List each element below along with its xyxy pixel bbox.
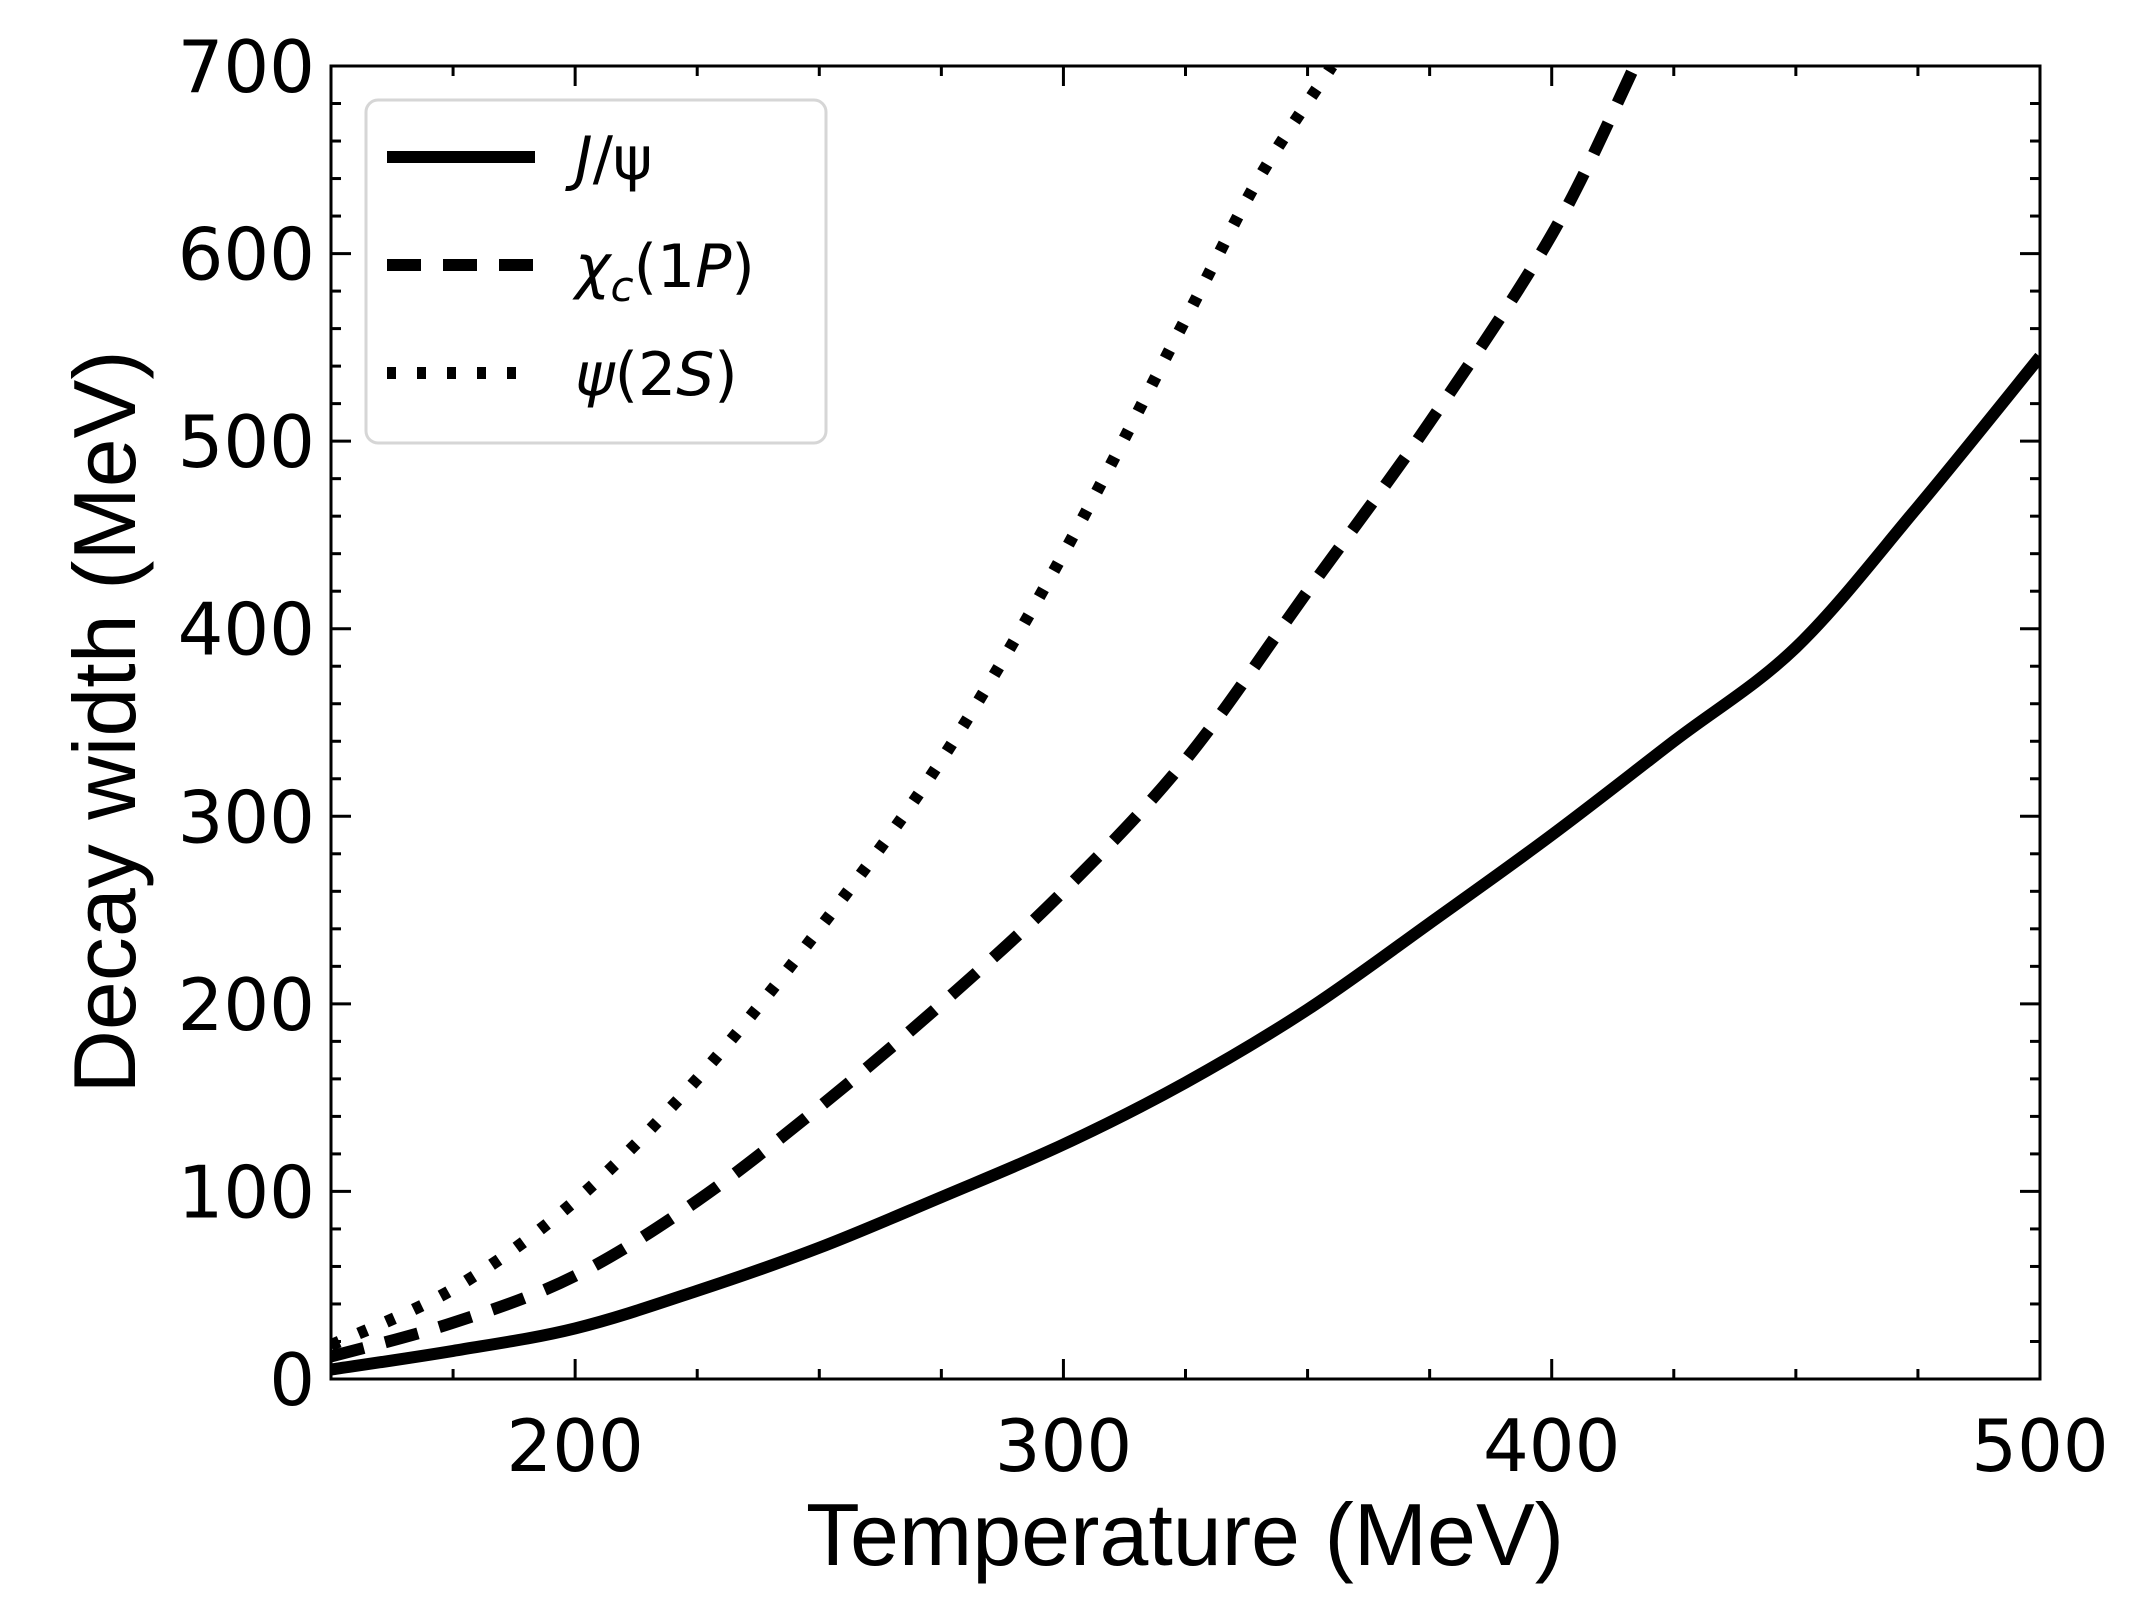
y-tick-label-100: 100: [178, 1150, 315, 1234]
y-axis-title: Decay width (MeV): [55, 350, 154, 1093]
series-line-2: [331, 66, 1641, 1363]
y-tick-label-500: 500: [178, 400, 315, 484]
y-tick-label-300: 300: [178, 775, 315, 859]
legend-label-1: J/ψ: [565, 124, 653, 194]
series-group: [331, 66, 2040, 1376]
x-axis-title: Temperature (MeV): [806, 1485, 1564, 1584]
y-tick-label-400: 400: [178, 588, 315, 672]
series-line-1: [331, 352, 2040, 1376]
legend-box: [364, 98, 828, 445]
y-tick-label-200: 200: [178, 963, 315, 1047]
legend-label-2: χc(1P): [572, 232, 755, 311]
y-tick-label-0: 0: [269, 1338, 315, 1422]
ticks-group: [331, 64, 2042, 1381]
x-tick-label-300: 300: [995, 1404, 1132, 1488]
series-line-3: [331, 66, 1338, 1351]
x-tick-label-400: 400: [1483, 1404, 1620, 1488]
tick-labels-group: 200 300 400 500 0 100 200 300 400 500 600 700: [178, 25, 2109, 1488]
x-tick-label-200: 200: [506, 1404, 643, 1488]
legend: J/ψ χc(1P) ψ(2S): [364, 98, 828, 445]
y-tick-label-700: 700: [178, 25, 315, 109]
legend-entries: J/ψ χc(1P) ψ(2S): [387, 124, 755, 410]
y-tick-label-600: 600: [178, 213, 315, 297]
x-tick-label-500: 500: [1971, 1404, 2108, 1488]
legend-label-3: ψ(2S): [575, 340, 738, 410]
